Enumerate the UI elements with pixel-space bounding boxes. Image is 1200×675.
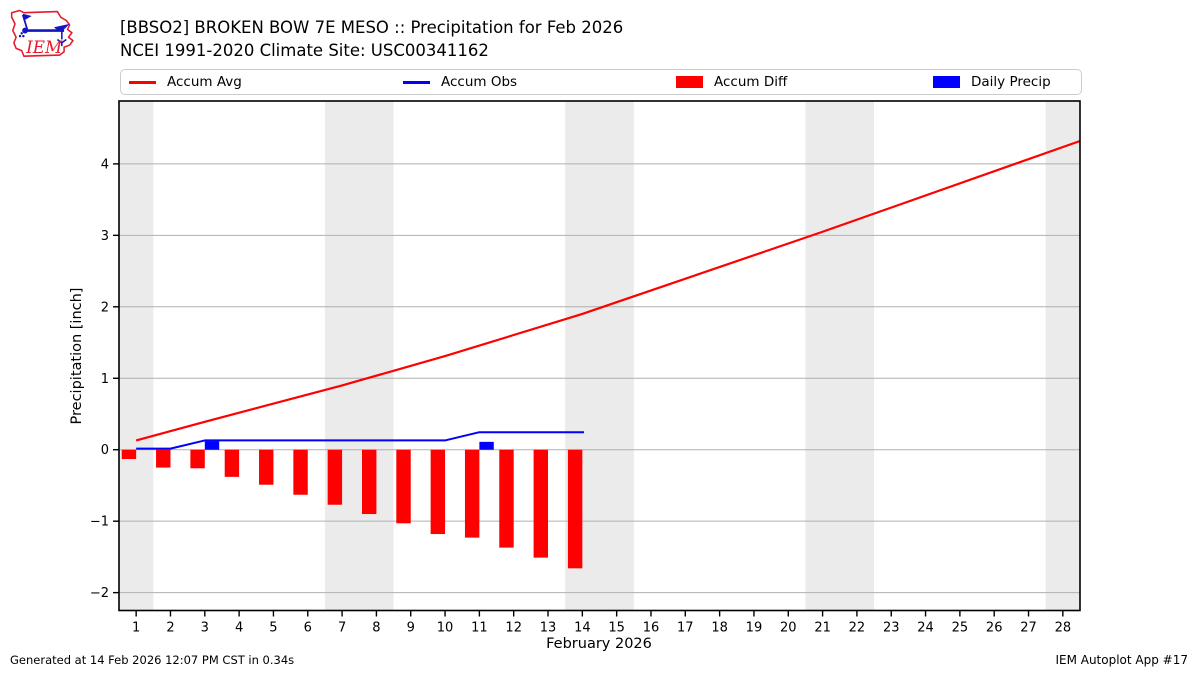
daily-precip-bar — [204, 441, 220, 450]
x-tick-label: 14 — [574, 621, 591, 636]
legend-label: Daily Precip — [971, 74, 1051, 90]
x-tick-label: 11 — [471, 621, 488, 636]
accum-diff-bar — [464, 449, 480, 538]
accum-diff-bar — [430, 449, 446, 535]
weather-vane-icon — [18, 13, 70, 47]
x-tick-label: 23 — [883, 621, 900, 636]
x-tick-label: 22 — [849, 621, 866, 636]
accum-diff-bar — [396, 449, 411, 524]
accum-diff-bar — [259, 449, 274, 485]
accum-diff-bar — [533, 449, 549, 558]
x-tick-label: 16 — [643, 621, 660, 636]
y-tick-label: 3 — [101, 229, 109, 244]
daily-precip-bar — [479, 441, 494, 450]
x-axis-label: February 2026 — [546, 636, 652, 652]
x-tick-label: 5 — [269, 621, 277, 636]
y-tick-label: 4 — [101, 157, 109, 172]
accum-diff-bar — [327, 449, 343, 505]
accum-diff-bar — [293, 449, 308, 495]
accum-diff-bar — [499, 449, 514, 548]
accum-diff-bar — [224, 449, 240, 477]
legend-item-daily-precip: Daily Precip — [933, 70, 1051, 94]
x-tick-label: 12 — [505, 621, 522, 636]
x-tick-label: 25 — [952, 621, 969, 636]
weekend-band — [324, 101, 394, 611]
accum-diff-patch-swatch-icon — [676, 76, 703, 88]
x-tick-label: 27 — [1020, 621, 1037, 636]
legend-label: Accum Obs — [441, 74, 518, 90]
x-tick-label: 2 — [166, 621, 174, 636]
y-tick-label: 1 — [101, 372, 109, 387]
x-tick-label: 3 — [201, 621, 209, 636]
weekend-band — [805, 101, 875, 611]
accum-diff-bar — [156, 449, 171, 468]
y-tick-label: −1 — [90, 515, 109, 530]
x-tick-label: 19 — [746, 621, 763, 636]
x-tick-label: 8 — [372, 621, 380, 636]
x-tick-label: 28 — [1055, 621, 1072, 636]
legend-label: Accum Avg — [167, 74, 242, 90]
accum-diff-bar — [567, 449, 583, 569]
x-tick-label: 20 — [780, 621, 797, 636]
daily-precip-patch-swatch-icon — [933, 76, 960, 88]
accum-avg-line — [135, 139, 1081, 442]
chart-title: [BBSO2] BROKEN BOW 7E MESO :: Precipitat… — [120, 18, 624, 37]
y-tick-label: 0 — [101, 443, 109, 458]
chart-title-block: [BBSO2] BROKEN BOW 7E MESO :: Precipitat… — [120, 16, 623, 62]
plot-border — [118, 100, 1081, 612]
accum-obs-line — [136, 431, 585, 450]
legend-item-accum-diff: Accum Diff — [676, 70, 787, 94]
iowa-outline-icon — [10, 9, 74, 57]
legend-label: Accum Diff — [714, 74, 788, 90]
x-tick-label: 6 — [304, 621, 312, 636]
accum-avg-line-swatch-icon — [129, 80, 156, 84]
x-tick-label: 10 — [437, 621, 454, 636]
legend-item-accum-avg: Accum Avg — [129, 70, 242, 94]
x-tick-label: 1 — [132, 621, 140, 636]
x-tick-label: 17 — [677, 621, 694, 636]
iem-logo: IEM — [10, 9, 74, 57]
x-tick-label: 15 — [608, 621, 625, 636]
legend-item-accum-obs: Accum Obs — [403, 70, 517, 94]
x-tick-label: 26 — [986, 621, 1003, 636]
app-credit: IEM Autoplot App #17 — [1055, 653, 1188, 667]
x-tick-label: 4 — [235, 621, 243, 636]
weekend-band — [1045, 101, 1080, 611]
x-tick-label: 21 — [814, 621, 831, 636]
y-axis-label: Precipitation [inch] — [69, 287, 85, 425]
logo-wordmark: IEM — [25, 37, 63, 57]
x-tick-label: 9 — [407, 621, 415, 636]
x-tick-label: 18 — [711, 621, 728, 636]
x-tick-label: 13 — [540, 621, 557, 636]
y-tick-label: −2 — [90, 586, 109, 601]
accum-diff-bar — [121, 449, 137, 460]
weekend-band — [119, 101, 154, 611]
accum-diff-bar — [190, 449, 205, 469]
legend: Accum Avg Accum Obs Accum Diff Daily Pre… — [120, 69, 1082, 95]
accum-obs-line-swatch-icon — [403, 80, 430, 84]
chart-subtitle: NCEI 1991-2020 Climate Site: USC00341162 — [120, 41, 489, 60]
y-tick-label: 2 — [101, 300, 109, 315]
x-tick-label: 7 — [338, 621, 346, 636]
accum-diff-bar — [361, 449, 377, 515]
generated-timestamp: Generated at 14 Feb 2026 12:07 PM CST in… — [10, 653, 295, 667]
x-tick-label: 24 — [917, 621, 934, 636]
